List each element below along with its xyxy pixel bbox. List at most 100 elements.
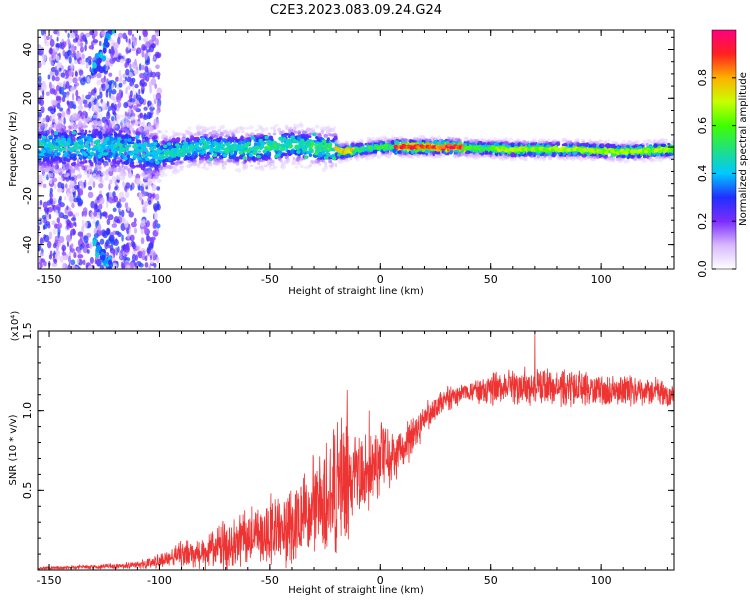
spectrogram-cell bbox=[58, 67, 62, 72]
spectrogram-cell bbox=[55, 204, 61, 211]
spectrogram-cell bbox=[129, 162, 135, 168]
spectrogram-cell bbox=[45, 91, 50, 97]
spectrogram-cell bbox=[142, 144, 147, 150]
spectrogram-cell bbox=[123, 165, 128, 170]
spectrogram-cell bbox=[142, 172, 146, 177]
spectrogram-cell bbox=[254, 166, 258, 170]
spectrogram-cell bbox=[97, 223, 102, 232]
spectrogram-cell bbox=[124, 191, 130, 199]
spectrogram-cell bbox=[155, 109, 160, 116]
spectrogram-cell bbox=[292, 157, 296, 160]
spectrogram-cell bbox=[259, 159, 263, 163]
spectrogram-cell bbox=[463, 136, 469, 142]
spectrogram-cell bbox=[152, 178, 156, 183]
spectrogram-cell bbox=[179, 165, 185, 168]
spectrogram-cell bbox=[320, 129, 325, 135]
spectrogram-cell bbox=[131, 221, 137, 228]
spectrogram-cell bbox=[58, 236, 65, 244]
spectrogram-cell bbox=[55, 171, 59, 175]
spectrogram-cell bbox=[112, 158, 116, 163]
spectrogram-cell bbox=[162, 159, 166, 164]
spectrogram-cell bbox=[131, 47, 136, 52]
spectrogram-cell bbox=[54, 149, 58, 153]
spectrogram-cell bbox=[288, 138, 291, 142]
spectrogram-cell bbox=[69, 77, 73, 84]
spectrogram-cell bbox=[118, 82, 123, 88]
spectrogram-cell bbox=[119, 252, 123, 261]
spectrogram-cell bbox=[137, 126, 143, 132]
spectrogram-cell bbox=[74, 70, 78, 77]
spectrogram-cell bbox=[604, 139, 608, 145]
spectrogram-cell bbox=[108, 196, 114, 204]
spectrogram-cell bbox=[272, 132, 277, 136]
spectrogram-cell bbox=[101, 30, 106, 37]
spectrogram-cell bbox=[233, 150, 238, 156]
spectrogram-cell bbox=[42, 123, 48, 128]
spectrogram-cell bbox=[145, 137, 150, 141]
spectrogram-cell bbox=[133, 69, 139, 75]
chart-title: C2E3.2023.083.09.24.G24 bbox=[270, 3, 442, 18]
spectrogram-cell bbox=[116, 160, 121, 165]
spectrogram-cell bbox=[48, 231, 53, 240]
spectrogram-cell bbox=[92, 114, 97, 119]
spectrogram-cell bbox=[39, 199, 43, 206]
spectrogram-cell bbox=[127, 233, 130, 240]
spectrogram-cell bbox=[56, 36, 59, 42]
spectrogram-cell bbox=[510, 152, 516, 158]
spectrogram-cell bbox=[94, 128, 98, 134]
spectrogram-cell bbox=[140, 64, 145, 71]
spectrogram-cell bbox=[131, 61, 138, 69]
spectrogram-cell bbox=[102, 55, 107, 62]
spectrogram-cell bbox=[92, 125, 98, 129]
spectrogram-cell bbox=[54, 252, 61, 260]
spectrogram-cell bbox=[299, 121, 303, 126]
spectrogram-cell bbox=[189, 134, 194, 139]
spectrogram-cell bbox=[145, 170, 151, 175]
spectrogram-cell bbox=[155, 223, 161, 229]
spectrogram-cell bbox=[155, 126, 159, 130]
spectrogram-cell bbox=[60, 178, 63, 183]
spectrogram-cell bbox=[99, 238, 105, 245]
spectrogram-cell bbox=[68, 69, 73, 77]
spectrogram-cell bbox=[138, 163, 143, 168]
spectrogram-cell bbox=[96, 79, 101, 86]
spectrogram-cell bbox=[122, 180, 125, 188]
spectrogram-cell bbox=[138, 181, 144, 185]
spectrogram-cell bbox=[57, 119, 63, 124]
spectrogram-cell bbox=[573, 150, 578, 154]
spectrogram-cell bbox=[113, 195, 119, 203]
spectrogram-cell bbox=[75, 89, 79, 97]
spectrogram-cell bbox=[577, 151, 581, 156]
spectrogram-cell bbox=[657, 157, 664, 163]
spectrogram-cell bbox=[71, 86, 77, 91]
spectrogram-cell bbox=[99, 40, 102, 47]
spectrogram-cell bbox=[586, 156, 590, 160]
spectrogram-cell bbox=[47, 223, 51, 229]
spectrogram-cell bbox=[108, 72, 113, 77]
spectrogram-cell bbox=[52, 48, 55, 55]
spectrogram-cell bbox=[125, 182, 131, 189]
spectrogram-cell bbox=[145, 153, 150, 157]
spectrogram-cell bbox=[164, 129, 168, 134]
spectrogram-cell bbox=[66, 205, 69, 210]
spectrogram-cell bbox=[118, 129, 123, 134]
spectrogram-cell bbox=[126, 85, 131, 90]
spectrogram-cell bbox=[55, 65, 58, 71]
spectrogram-cell bbox=[172, 168, 178, 172]
spectrogram-cell bbox=[432, 150, 436, 157]
spectrogram-cell bbox=[105, 32, 110, 39]
spectrogram-cell bbox=[236, 162, 240, 167]
spectrogram-cell bbox=[79, 33, 82, 40]
spectrogram-cell bbox=[102, 47, 107, 54]
spectrogram-cell bbox=[98, 113, 103, 119]
spectrogram-cell bbox=[66, 219, 71, 226]
spectrogram-cell bbox=[152, 136, 156, 140]
spectrogram-cell bbox=[154, 30, 159, 33]
spectrogram-cell bbox=[173, 164, 178, 170]
spectrogram-cell bbox=[291, 162, 296, 166]
spectrogram-cell bbox=[147, 200, 152, 205]
spectrogram-cell bbox=[299, 164, 304, 168]
spectrogram-cell bbox=[68, 255, 71, 263]
spectrogram-cell bbox=[119, 58, 124, 64]
spectrogram-cell bbox=[239, 137, 244, 142]
